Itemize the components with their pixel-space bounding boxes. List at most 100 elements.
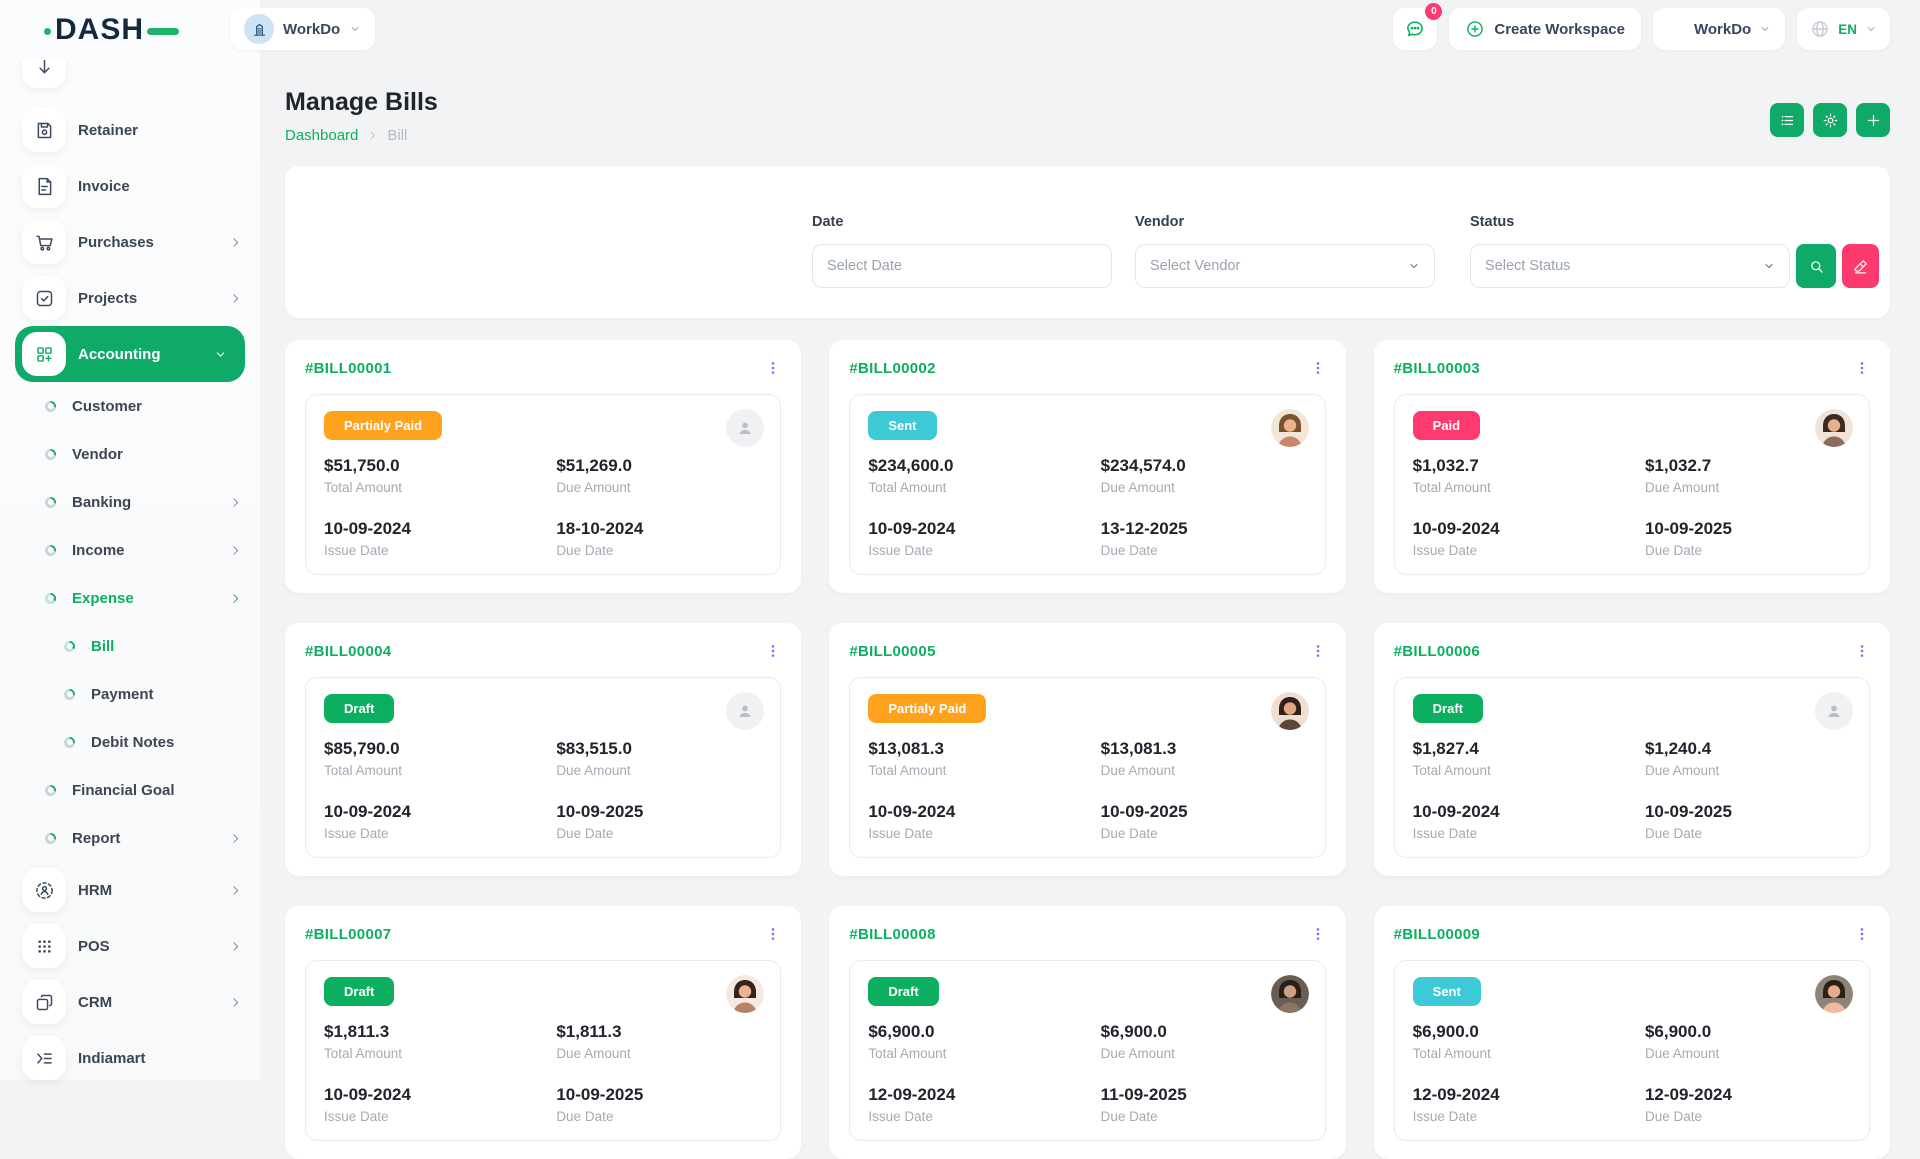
notifications-button[interactable]: 0 — [1393, 3, 1443, 50]
chevron-down-icon — [1865, 23, 1877, 35]
purchases-icon-tile — [22, 220, 66, 264]
breadcrumb-dashboard-link[interactable]: Dashboard — [285, 127, 359, 144]
kebab-menu-icon[interactable] — [1310, 642, 1326, 660]
total-amount-value: $1,827.4 — [1412, 739, 1479, 758]
sidebar-item-invoice[interactable]: Invoice — [0, 158, 260, 214]
sidebar-item-expense[interactable]: Expense — [0, 574, 260, 622]
sidebar-item-report[interactable]: Report — [0, 814, 260, 862]
sidebar-item-vendor[interactable]: Vendor — [0, 430, 260, 478]
bill-id-link[interactable]: #BILL00004 — [305, 642, 392, 660]
issue-date-value: 10-09-2024 — [868, 802, 956, 821]
sidebar-item-hrm[interactable]: HRM — [0, 862, 260, 918]
language-selector[interactable]: EN — [1797, 8, 1890, 50]
status-filter-select[interactable]: Select Status — [1470, 244, 1790, 288]
bill-id-link[interactable]: #BILL00001 — [305, 359, 392, 377]
due-date-label: Due Date — [1644, 1109, 1703, 1124]
sidebar-item-bill[interactable]: Bill — [0, 622, 260, 670]
bullet-icon — [64, 688, 75, 700]
sidebar-item-payment[interactable]: Payment — [0, 670, 260, 718]
sidebar-item-label: Vendor — [72, 445, 123, 463]
kebab-menu-icon[interactable] — [1310, 925, 1326, 943]
indiamart-icon — [34, 1048, 55, 1069]
kebab-menu-icon[interactable] — [1854, 925, 1870, 943]
sidebar-item-label: Payment — [91, 685, 154, 703]
hrm-icon-tile — [22, 868, 66, 912]
sidebar-item-label: Invoice — [78, 177, 130, 195]
sidebar-item-label: Retainer — [78, 121, 139, 139]
sidebar-item-pos[interactable]: POS — [0, 918, 260, 974]
issue-date-value: 12-09-2024 — [868, 1085, 956, 1104]
bill-card: #BILL00001 Partialy Paid $51,750.0 Total… — [285, 340, 802, 593]
due-date-value: 10-09-2025 — [556, 1085, 644, 1104]
sidebar-item-crm[interactable]: CRM — [0, 974, 260, 1030]
status-filter-label: Status — [1470, 214, 1515, 230]
filter-search-button[interactable] — [1796, 244, 1836, 288]
total-amount-label: Total Amount — [1412, 763, 1491, 778]
sidebar-item-banking[interactable]: Banking — [0, 478, 260, 526]
due-amount-label: Due Amount — [556, 1046, 631, 1061]
bullet-icon — [45, 400, 56, 412]
pos-icon-tile — [22, 924, 66, 968]
due-amount-label: Due Amount — [1100, 763, 1175, 778]
sidebar-item-debit-notes[interactable]: Debit Notes — [0, 718, 260, 766]
total-amount-value: $1,032.7 — [1412, 456, 1479, 475]
kebab-menu-icon[interactable] — [765, 925, 781, 943]
bill-id-link[interactable]: #BILL00007 — [305, 925, 392, 943]
kebab-menu-icon[interactable] — [765, 359, 781, 377]
sidebar-item-income[interactable]: Income — [0, 526, 260, 574]
workspace-switcher[interactable]: WorkDo — [230, 8, 376, 50]
workdo-menu-button[interactable]: WorkDo — [1653, 8, 1786, 50]
total-amount-value: $51,750.0 — [324, 456, 400, 475]
globe-icon — [1810, 19, 1830, 39]
bill-id-link[interactable]: #BILL00002 — [849, 359, 936, 377]
list-view-button[interactable] — [1770, 103, 1804, 137]
kebab-menu-icon[interactable] — [1854, 359, 1870, 377]
kebab-menu-icon[interactable] — [1310, 359, 1326, 377]
due-date-value: 10-09-2025 — [556, 802, 644, 821]
due-amount-value: $1,811.3 — [556, 1022, 622, 1041]
create-workspace-button[interactable]: Create Workspace — [1449, 8, 1641, 50]
due-date-value: 10-09-2025 — [1100, 802, 1188, 821]
bill-id-link[interactable]: #BILL00008 — [849, 925, 936, 943]
sidebar-item-accounting[interactable]: Accounting — [15, 326, 245, 382]
sidebar-item-label: Financial Goal — [72, 781, 175, 799]
workspace-name: WorkDo — [283, 20, 341, 38]
workdo-menu-label: WorkDo — [1694, 20, 1752, 38]
kebab-menu-icon[interactable] — [765, 642, 781, 660]
sidebar-item-financial-goal[interactable]: Financial Goal — [0, 766, 260, 814]
building-icon — [251, 21, 268, 38]
chat-icon — [1404, 18, 1426, 40]
chevron-right-icon — [229, 236, 242, 249]
bill-id-link[interactable]: #BILL00009 — [1393, 925, 1481, 943]
issue-date-label: Issue Date — [1412, 1109, 1478, 1124]
sidebar-item-retainer[interactable]: Retainer — [0, 102, 260, 158]
avatar — [1814, 692, 1853, 730]
plus-icon — [1865, 112, 1882, 129]
bill-card: #BILL00008 Draft $6,900.0 Total Amount $… — [829, 906, 1346, 1159]
chevron-right-icon — [229, 496, 242, 509]
sidebar-item-purchases[interactable]: Purchases — [0, 214, 260, 270]
logo-text: DASH — [55, 13, 145, 46]
kebab-menu-icon[interactable] — [1854, 642, 1870, 660]
sidebar-item-projects[interactable]: Projects — [0, 270, 260, 326]
date-filter-input[interactable] — [812, 244, 1112, 288]
vendor-filter-select[interactable]: Select Vendor — [1135, 244, 1435, 288]
bill-id-link[interactable]: #BILL00006 — [1393, 642, 1481, 660]
chevron-right-icon — [229, 940, 242, 953]
bill-details: Partialy Paid $13,081.3 Total Amount $13… — [849, 677, 1326, 858]
filter-reset-button[interactable] — [1842, 244, 1879, 288]
bill-details: Draft $6,900.0 Total Amount $6,900.0 Due… — [849, 960, 1326, 1141]
due-date-value: 13-12-2025 — [1100, 519, 1188, 538]
sidebar-item-indiamart[interactable]: Indiamart — [0, 1030, 260, 1086]
avatar — [726, 409, 765, 447]
bill-id-link[interactable]: #BILL00005 — [849, 642, 936, 660]
create-bill-button[interactable] — [1856, 103, 1890, 137]
due-date-value: 12-09-2024 — [1644, 1085, 1732, 1104]
chevron-down-icon — [214, 348, 227, 361]
sidebar-item-partial[interactable] — [0, 60, 260, 102]
settings-button[interactable] — [1813, 103, 1847, 137]
issue-date-label: Issue Date — [324, 826, 389, 841]
bill-id-link[interactable]: #BILL00003 — [1393, 359, 1481, 377]
sidebar-item-customer[interactable]: Customer — [0, 382, 260, 430]
total-amount-label: Total Amount — [868, 763, 947, 778]
